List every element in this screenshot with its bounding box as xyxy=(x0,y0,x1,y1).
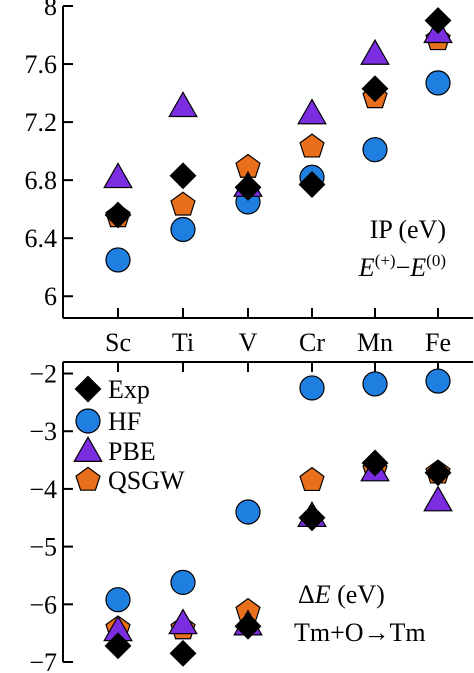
be-annotation-line1: ΔE (eV) xyxy=(298,580,385,609)
ip-point-pbe xyxy=(103,162,133,189)
x-category-label: Cr xyxy=(299,328,325,357)
be-y-tick-label: −5 xyxy=(29,533,57,562)
be-annotation-e: E xyxy=(314,580,331,609)
ip-annotation-part: (+) xyxy=(375,251,396,270)
be-point-hf xyxy=(425,368,451,394)
ip-point-hf xyxy=(425,70,451,96)
legend-marker-exp xyxy=(74,375,102,403)
legend-label-hf: HF xyxy=(108,407,141,436)
legend-marker-pbe xyxy=(73,435,103,462)
be-y-tick-label: −3 xyxy=(29,417,57,446)
ip-y-tick-label: 6 xyxy=(44,282,57,311)
ip-point-hf xyxy=(105,247,131,273)
be-annotation-unit: (eV) xyxy=(331,580,385,609)
be-point-exp xyxy=(169,639,197,667)
be-annotation-line2: Tm+O→Tm xyxy=(294,618,426,647)
legend-label-qsgw: QSGW xyxy=(108,466,185,495)
ip-point-exp xyxy=(298,171,326,198)
ip-annotation-part: (0) xyxy=(426,251,446,270)
legend-marker-hf xyxy=(75,408,101,434)
ip-point-pbe xyxy=(360,38,390,65)
ip-point-exp xyxy=(424,7,452,34)
ip-point-exp xyxy=(234,173,262,201)
be-y-tick-label: −2 xyxy=(29,360,57,389)
be-y-tick-label: −7 xyxy=(29,648,57,673)
ip-point-pbe xyxy=(168,91,198,118)
be-y-tick-label: −6 xyxy=(29,590,57,619)
ip-y-tick-label: 7.2 xyxy=(25,108,58,137)
x-category-label: V xyxy=(239,328,258,357)
be-point-exp xyxy=(361,449,389,477)
be-point-qsgw xyxy=(299,466,325,492)
be-point-exp xyxy=(104,632,132,660)
be-point-hf xyxy=(170,569,196,595)
ip-annotation-part: − xyxy=(396,253,411,282)
legend-label-exp: Exp xyxy=(108,375,150,404)
be-point-exp xyxy=(298,504,326,532)
ip-point-exp xyxy=(361,75,389,103)
be-point-pbe xyxy=(168,608,198,635)
be-point-hf xyxy=(105,587,131,613)
ip-point-hf xyxy=(362,137,388,163)
be-y-tick-label: −4 xyxy=(29,475,57,504)
be-point-hf xyxy=(299,375,325,401)
legend-marker-qsgw xyxy=(75,466,101,491)
be-point-pbe xyxy=(423,485,453,512)
be-point-exp xyxy=(424,459,452,487)
ip-y-tick-label: 7.6 xyxy=(25,50,58,79)
ip-point-qsgw xyxy=(170,191,196,216)
ip-annotation-part: E xyxy=(409,253,426,282)
x-category-label: Sc xyxy=(105,328,131,357)
ip-point-pbe xyxy=(297,98,327,125)
be-annotation-delta: Δ xyxy=(298,580,315,609)
ip-point-exp xyxy=(169,162,197,190)
ip-point-hf xyxy=(170,216,196,243)
x-category-label: Fe xyxy=(425,328,451,357)
x-category-label: Mn xyxy=(357,328,393,357)
be-point-hf xyxy=(362,371,388,397)
ip-annotation-part: E xyxy=(358,253,375,282)
be-point-exp xyxy=(234,612,262,640)
ip-point-exp xyxy=(104,201,132,229)
ip-y-tick-label: 6.8 xyxy=(25,166,58,195)
ip-y-tick-label: 6.4 xyxy=(25,224,58,253)
ip-annotation-line1: IP (eV) xyxy=(370,215,446,244)
ip-y-tick-label: 8 xyxy=(44,0,57,21)
x-category-label: Ti xyxy=(172,328,194,357)
ip-point-qsgw xyxy=(299,133,325,158)
ip-annotation-line2: E(+)−E(0) xyxy=(358,251,446,282)
be-point-hf xyxy=(235,499,261,525)
legend-label-pbe: PBE xyxy=(108,437,156,466)
